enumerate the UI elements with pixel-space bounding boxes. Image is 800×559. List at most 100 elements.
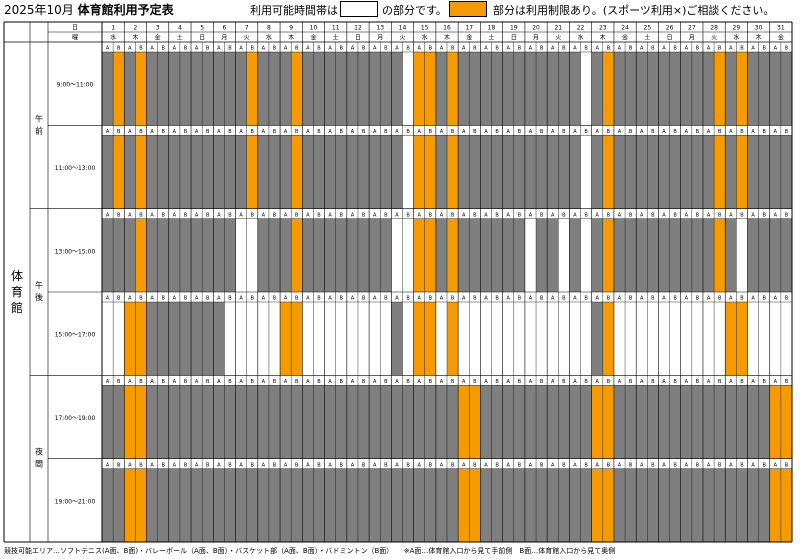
day-number: 1 (111, 25, 115, 32)
sub-court-label: A (328, 379, 332, 385)
weekday-label: 木 (132, 34, 138, 42)
sub-court-label: B (629, 129, 633, 135)
weekday-label: 土 (333, 34, 339, 42)
page-title: 2025年10月 体育館利用予定表 (4, 1, 174, 18)
cell-day24-a (613, 218, 626, 292)
sub-court-label: A (351, 46, 355, 52)
cell-day19-a (502, 385, 514, 459)
sub-court-label: A (774, 129, 778, 135)
cell-day7-a (235, 302, 247, 376)
cell-day3-b (157, 52, 169, 126)
sub-court-label: B (607, 129, 611, 135)
sub-court-label: A (462, 462, 466, 468)
sub-court-label: A (173, 212, 177, 218)
cell-day13-a (369, 218, 381, 292)
cell-day1-a (102, 302, 114, 376)
sub-court-label: A (573, 129, 577, 135)
cell-day8-a (257, 468, 269, 542)
cell-day26-b (669, 385, 681, 459)
cell-day5-a (191, 468, 203, 542)
cell-day8-a (257, 135, 269, 209)
cell-day16-a (435, 385, 447, 459)
cell-day13-b (380, 135, 392, 209)
cell-day12-b (357, 218, 370, 292)
cell-day8-a (257, 52, 269, 126)
cell-day12-a (346, 52, 358, 126)
cell-day1-b (113, 135, 125, 209)
cell-day16-b (447, 385, 459, 459)
cell-day8-b (268, 468, 281, 542)
weekday-label: 水 (266, 34, 272, 42)
cell-day3-b (157, 218, 169, 292)
cell-day18-a (480, 52, 492, 126)
cell-day29-b (736, 218, 748, 292)
sub-court-label: A (195, 462, 199, 468)
cell-day6-a (213, 218, 225, 292)
weekday-label: 木 (756, 34, 762, 42)
day-number: 3 (156, 25, 160, 32)
sub-court-label: A (751, 462, 755, 468)
day-number: 30 (755, 25, 763, 32)
sub-court-label: B (139, 379, 143, 385)
sub-court-label: B (184, 296, 188, 302)
sub-court-label: A (239, 462, 243, 468)
cell-day10-b (313, 302, 325, 376)
cell-day6-b (224, 385, 236, 459)
sub-court-label: A (417, 129, 421, 135)
cell-day16-b (447, 135, 459, 209)
day-number: 2 (133, 25, 137, 32)
cell-day21-b (558, 468, 570, 542)
sub-court-label: A (662, 462, 666, 468)
sub-court-label: B (651, 296, 655, 302)
sub-court-label: B (295, 296, 299, 302)
sub-court-label: A (328, 46, 332, 52)
cell-day5-a (191, 52, 203, 126)
sub-court-label: B (473, 129, 477, 135)
facility-label: 育 (11, 284, 23, 299)
cell-day31-b (780, 135, 792, 209)
sub-court-label: A (640, 462, 644, 468)
title-main: 体育館利用予定表 (77, 3, 174, 17)
period-label: 午 (35, 280, 43, 290)
sub-court-label: A (551, 212, 555, 218)
cell-day9-b (291, 52, 303, 126)
cell-day24-a (613, 385, 626, 459)
cell-day1-a (102, 468, 114, 542)
cell-day15-a (413, 385, 425, 459)
cell-day25-b (647, 385, 659, 459)
cell-day8-a (257, 218, 269, 292)
sub-court-label: B (696, 129, 700, 135)
sub-court-label: A (662, 212, 666, 218)
cell-day2-a (124, 468, 136, 542)
sub-court-label: B (406, 129, 410, 135)
sub-court-label: B (651, 379, 655, 385)
cell-day1-b (113, 52, 125, 126)
sub-court-label: A (685, 379, 689, 385)
sub-court-label: A (484, 379, 488, 385)
cell-day9-b (291, 135, 303, 209)
sub-court-label: B (384, 46, 388, 52)
sub-court-label: B (451, 462, 455, 468)
day-number: 15 (421, 25, 429, 32)
cell-day25-a (636, 218, 648, 292)
sub-court-label: A (239, 379, 243, 385)
time-label: 19:00～21:00 (55, 498, 96, 505)
sub-court-label: B (451, 379, 455, 385)
cell-day28-b (714, 135, 726, 209)
cell-day17-a (458, 52, 470, 126)
cell-day10-b (313, 385, 325, 459)
cell-day2-b (135, 135, 147, 209)
sub-court-label: A (774, 379, 778, 385)
sub-court-label: B (228, 212, 232, 218)
sub-court-label: A (417, 212, 421, 218)
sub-court-label: B (317, 296, 321, 302)
sub-court-label: A (417, 379, 421, 385)
cell-day12-b (357, 468, 370, 542)
cell-day16-a (435, 218, 447, 292)
sub-court-label: A (284, 46, 288, 52)
sub-court-label: B (406, 46, 410, 52)
cell-day31-a (769, 385, 781, 459)
cell-day29-a (725, 52, 737, 126)
day-number: 23 (599, 25, 607, 32)
sub-court-label: A (751, 296, 755, 302)
